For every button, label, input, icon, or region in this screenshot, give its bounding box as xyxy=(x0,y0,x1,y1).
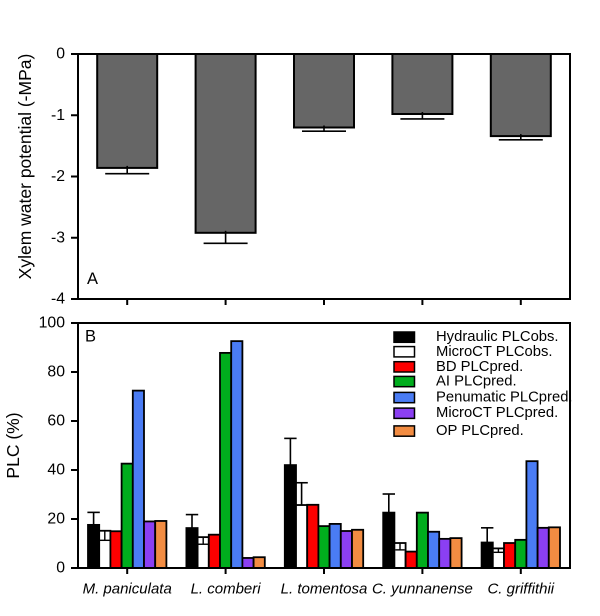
svg-text:80: 80 xyxy=(47,364,65,381)
svg-text:MicroCT PLCpred.: MicroCT PLCpred. xyxy=(436,405,558,421)
svg-text:-3: -3 xyxy=(51,229,65,246)
svg-text:C. griffithii: C. griffithii xyxy=(487,581,554,598)
svg-text:L. tomentosa: L. tomentosa xyxy=(281,581,368,598)
svg-text:M. paniculata: M. paniculata xyxy=(83,581,172,598)
svg-text:Xylem water potential (-MPa): Xylem water potential (-MPa) xyxy=(15,54,35,280)
svg-text:OP PLCpred.: OP PLCpred. xyxy=(436,423,524,439)
svg-text:0: 0 xyxy=(56,560,65,577)
svg-text:20: 20 xyxy=(47,511,65,528)
svg-text:Penumatic PLCpred.: Penumatic PLCpred. xyxy=(436,390,573,406)
svg-text:L. comberi: L. comberi xyxy=(191,581,262,598)
svg-text:-1: -1 xyxy=(51,107,65,124)
svg-text:60: 60 xyxy=(47,413,65,430)
svg-text:BD PLCpred.: BD PLCpred. xyxy=(436,359,523,375)
svg-text:A: A xyxy=(87,270,98,288)
svg-text:B: B xyxy=(85,328,96,346)
svg-text:40: 40 xyxy=(47,462,65,479)
svg-text:0: 0 xyxy=(56,46,65,63)
svg-text:MicroCT PLCobs.: MicroCT PLCobs. xyxy=(436,344,553,360)
svg-text:AI PLCpred.: AI PLCpred. xyxy=(436,374,517,390)
svg-text:PLC (%): PLC (%) xyxy=(3,412,23,478)
svg-text:Hydraulic PLCobs.: Hydraulic PLCobs. xyxy=(436,329,559,345)
svg-text:100: 100 xyxy=(39,315,66,332)
svg-text:-2: -2 xyxy=(51,168,65,185)
svg-text:-4: -4 xyxy=(51,291,65,308)
svg-text:C. yunnanense: C. yunnanense xyxy=(372,581,473,598)
